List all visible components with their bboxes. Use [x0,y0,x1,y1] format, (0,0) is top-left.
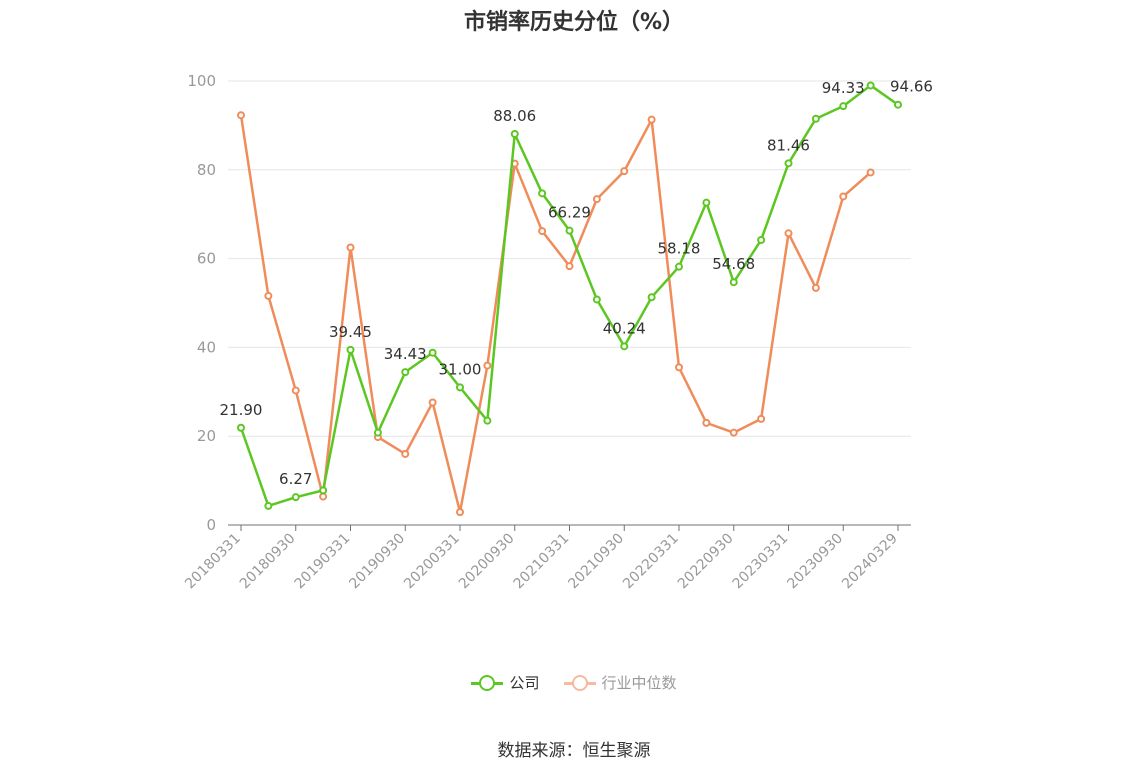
data-label-20230331: 81.46 [767,136,810,154]
y-tick-label-80: 80 [197,161,216,179]
series-0-point-20200331 [456,383,464,392]
x-tick-label-20190331: 20190331 [292,531,354,593]
y-tick-label-100: 100 [187,72,216,90]
x-tick-label-20210331: 20210331 [511,531,573,593]
data-label-20180331: 21.90 [220,401,263,419]
series-0-point-20230331 [784,159,793,168]
legend: 公司 行业中位数 [0,672,1148,693]
series-1-point-20230930 [839,192,848,201]
series-1-point-20190331 [346,243,355,252]
data-label-20190331: 39.45 [329,323,372,341]
series-0-point-20210930 [620,342,629,351]
series-0-point-20231231 [866,81,875,90]
data-label-20180930: 6.27 [279,470,312,488]
x-tick-label-20200331: 20200331 [401,531,463,593]
series-0-point-20201231 [538,189,547,198]
series-1-point-20180630 [264,291,273,300]
series-1-point-20210630 [592,195,601,204]
series-0-point-20180930 [291,493,300,502]
series-1-point-20210930 [620,167,629,176]
x-tick-label-20180331: 20180331 [182,531,244,593]
x-tick-label-20230331: 20230331 [730,531,792,593]
series-line-1 [239,115,872,514]
legend-item-industry-median[interactable]: 行业中位数 [563,672,677,693]
y-tick-label-20: 20 [197,427,216,445]
series-0-point-20181231 [319,486,328,495]
series-0-point-20220930 [729,278,738,287]
series-1-point-20220630 [702,418,711,427]
series-0-point-20230930 [839,102,848,111]
y-tick-label-60: 60 [197,250,216,268]
legend-item-company[interactable]: 公司 [471,672,540,693]
y-tick-label-40: 40 [197,338,216,356]
data-label-20200331: 31.00 [439,360,482,378]
chart-title: 市销率历史分位（%） [463,10,685,35]
data-label-20210331: 66.29 [548,204,591,222]
series-1-point-20221231 [757,414,766,423]
series-1-point-20231231 [866,168,875,177]
series-0-point-20190630 [373,428,382,437]
series-0-point-20240329 [894,100,902,109]
data-label-20220331: 58.18 [658,240,701,258]
y-tick-label-0: 0 [206,516,216,534]
legend-company-marker-icon [471,674,504,691]
series-0-point-20221231 [757,235,766,244]
x-tick-label-20200930: 20200930 [456,531,518,593]
series-0-point-20230630 [811,114,820,123]
series-1-point-20201231 [538,227,547,236]
series-0-point-20191231 [428,348,437,357]
series-0-point-20190930 [401,368,410,377]
series-1-point-20220930 [729,428,738,437]
x-tick-label-20180930: 20180930 [237,531,299,593]
series-1-point-20200630 [483,361,492,370]
series-0-point-20180331 [237,423,245,432]
series-1-point-20180930 [291,386,300,395]
legend-industry-median-marker-icon [563,674,596,691]
x-tick-label-20240329: 20240329 [839,531,901,593]
series-0-point-20190331 [346,345,355,354]
series-0-point-20200630 [483,416,492,425]
data-label-20200930: 88.06 [493,107,536,125]
series-1-point-20210331 [565,262,574,271]
series-0-point-20211231 [647,293,656,302]
series-1-point-20200331 [456,508,464,517]
series-1-point-20230630 [811,283,820,292]
x-tick-label-20230930: 20230930 [784,531,846,593]
series-1-point-20220331 [675,363,683,372]
x-tick-label-20220331: 20220331 [620,531,682,593]
legend-industry-median-label: 行业中位数 [601,674,677,692]
data-label-20210930: 40.24 [603,319,646,337]
data-label-20190930: 34.43 [384,345,427,363]
series-1-point-20180331 [237,111,245,120]
series-0-point-20220331 [675,262,683,271]
data-label-20240329: 94.66 [890,78,933,96]
series-1-point-20181231 [319,492,328,501]
data-label-20220930: 54.68 [712,255,755,273]
x-tick-label-20210930: 20210930 [565,531,627,593]
data-label-20230930: 94.33 [822,79,865,97]
series-1-point-20190930 [401,449,410,458]
series-1-point-20211231 [647,115,656,124]
x-tick-label-20190930: 20190930 [346,531,408,593]
x-tick-label-20220930: 20220930 [675,531,737,593]
source-note: 数据来源：恒生聚源 [497,741,651,761]
series-1-point-20191231 [428,398,437,407]
series-0-point-20210630 [592,295,601,304]
series-0-point-20180630 [264,501,273,510]
series-0-point-20200930 [510,130,519,139]
series-0-point-20220630 [702,198,711,207]
series-1-point-20230331 [784,229,793,238]
series-0-point-20210331 [565,226,574,235]
legend-company-label: 公司 [509,674,540,692]
